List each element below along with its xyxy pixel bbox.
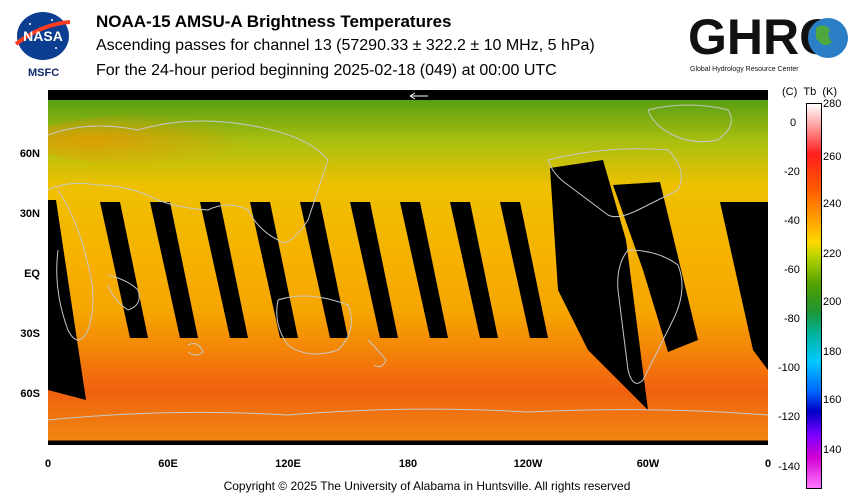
copyright-text: Copyright © 2025 The University of Alaba… — [223, 479, 631, 493]
lon-label-0-end: 0 — [764, 458, 772, 470]
kelvin-tick: 220 — [823, 248, 842, 260]
unit-kelvin: (K) — [822, 86, 838, 98]
kelvin-tick: 140 — [823, 444, 842, 456]
celsius-tick: -20 — [784, 166, 800, 178]
nasa-logo: NASA — [14, 12, 71, 60]
lon-label-120e: 120E — [275, 458, 301, 470]
celsius-tick: -80 — [784, 313, 800, 325]
coastlines — [48, 104, 768, 421]
lat-label-30n: 30N — [19, 208, 40, 220]
lat-label-eq: EQ — [24, 268, 40, 280]
lat-label-60s: 60S — [20, 388, 40, 400]
colorbar-units: (C) Tb (K) — [782, 86, 837, 98]
lat-label-60n: 60N — [19, 148, 40, 160]
lon-label-180: 180 — [398, 458, 418, 470]
page-title: NOAA-15 AMSU-A Brightness Temperatures — [96, 12, 452, 31]
nasa-logo-text: NASA — [23, 28, 63, 44]
celsius-tick: 0 — [790, 117, 797, 129]
swath-gaps — [48, 160, 768, 410]
celsius-tick: -100 — [778, 362, 801, 374]
page-subtitle: Ascending passes for channel 13 (57290.3… — [96, 37, 595, 54]
arrow-marker — [409, 92, 428, 100]
kelvin-tick: 260 — [823, 151, 842, 163]
colorbar — [806, 103, 822, 489]
lon-label-60e: 60E — [158, 458, 178, 470]
celsius-tick: -120 — [778, 411, 801, 423]
ghrc-subtitle: Global Hydrology Resource Center — [690, 66, 799, 73]
warm-region — [48, 112, 348, 168]
ghrc-logo: GHRC Global Hydrology Resource Center — [688, 10, 848, 73]
lon-label-60w: 60W — [636, 458, 660, 470]
kelvin-tick: 180 — [823, 346, 842, 358]
kelvin-tick: 240 — [823, 198, 842, 210]
celsius-tick: -40 — [784, 215, 800, 227]
unit-tb: Tb — [803, 86, 817, 98]
lon-label-0: 0 — [44, 458, 52, 470]
unit-celsius: (C) — [782, 86, 798, 98]
brightness-temperature-map — [48, 90, 768, 445]
lat-label-30s: 30S — [20, 328, 40, 340]
celsius-tick: -60 — [784, 264, 800, 276]
kelvin-tick: 280 — [823, 98, 842, 110]
kelvin-tick: 160 — [823, 394, 842, 406]
lon-label-120w: 120W — [513, 458, 543, 470]
period-text: For the 24-hour period beginning 2025-02… — [96, 62, 557, 79]
msfc-label: MSFC — [28, 67, 60, 79]
kelvin-tick: 200 — [823, 296, 842, 308]
celsius-tick: -140 — [778, 461, 801, 473]
